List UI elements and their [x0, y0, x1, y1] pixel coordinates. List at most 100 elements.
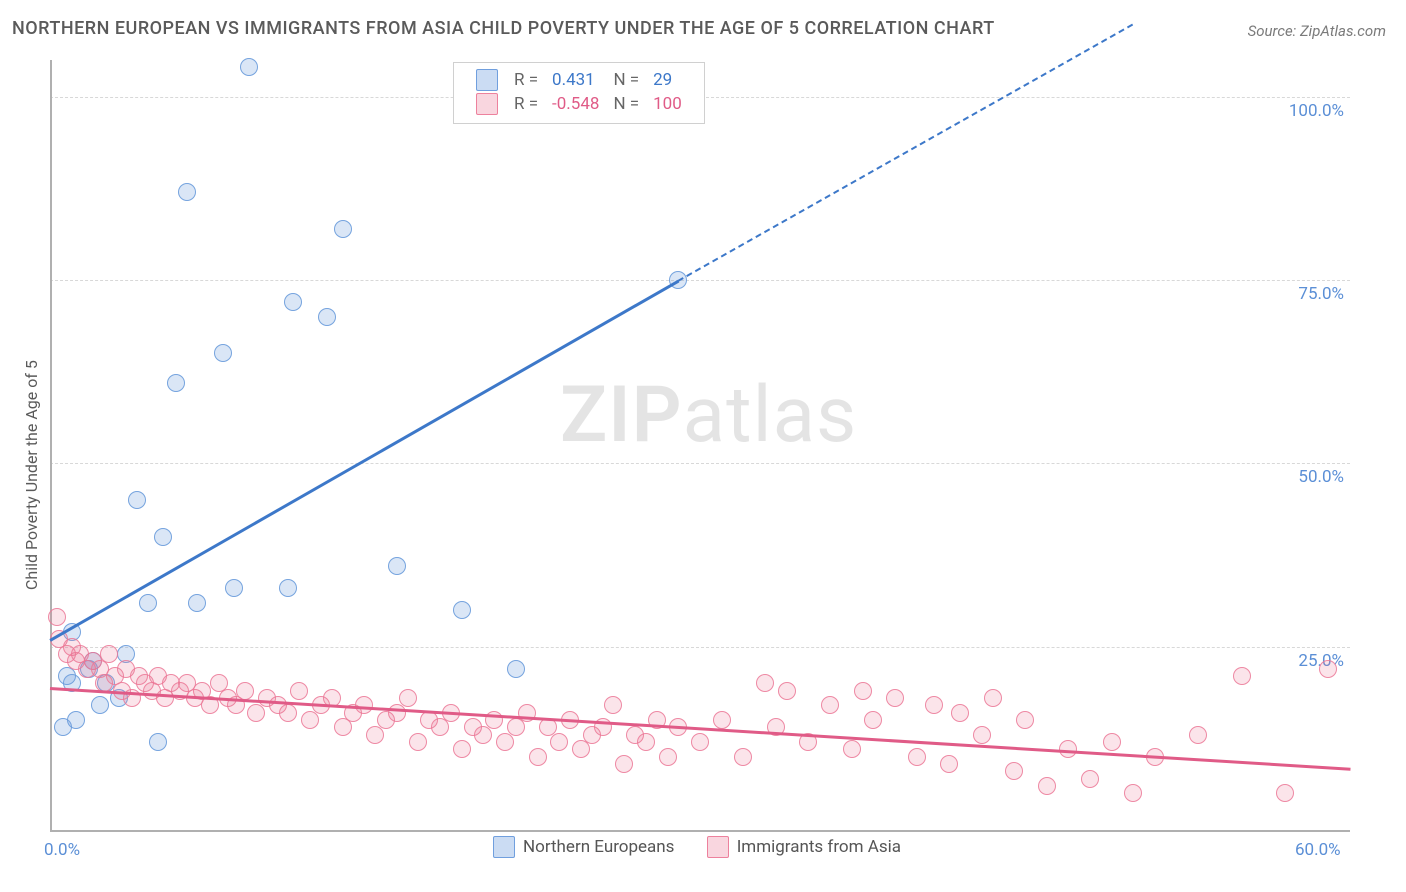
data-point [100, 645, 118, 663]
data-point [48, 608, 66, 626]
data-point [778, 682, 796, 700]
data-point [908, 748, 926, 766]
s2-r-value: -0.548 [546, 93, 605, 115]
data-point [973, 726, 991, 744]
data-point [1189, 726, 1207, 744]
data-point [240, 58, 258, 76]
data-point [247, 704, 265, 722]
data-point [334, 220, 352, 238]
data-point [154, 528, 172, 546]
data-point [550, 733, 568, 751]
data-point [334, 718, 352, 736]
data-point [1081, 770, 1099, 788]
data-point [984, 689, 1002, 707]
data-point [507, 718, 525, 736]
trend-line [50, 687, 1350, 770]
correlation-legend: R = 0.431 N = 29 R = -0.548 N = 100 [453, 62, 705, 124]
data-point [940, 755, 958, 773]
data-point [637, 733, 655, 751]
data-point [236, 682, 254, 700]
x-tick-label: 0.0% [44, 840, 80, 860]
data-point [951, 704, 969, 722]
grid-line [50, 647, 1350, 648]
data-point [529, 748, 547, 766]
data-point [604, 696, 622, 714]
data-point [279, 579, 297, 597]
data-point [431, 718, 449, 736]
data-point [691, 733, 709, 751]
swatch-s2-icon [707, 836, 729, 858]
data-point [474, 726, 492, 744]
data-point [225, 579, 243, 597]
scatter-plot: 25.0%50.0%75.0%100.0%0.0%60.0% [50, 60, 1350, 830]
data-point [318, 308, 336, 326]
data-point [925, 696, 943, 714]
data-point [188, 594, 206, 612]
data-point [756, 674, 774, 692]
data-point [864, 711, 882, 729]
s1-n-value: 29 [647, 69, 688, 91]
data-point [886, 689, 904, 707]
trend-line [49, 280, 679, 641]
s2-n-value: 100 [647, 93, 688, 115]
data-point [290, 682, 308, 700]
grid-line [50, 463, 1350, 464]
x-tick-label: 60.0% [1295, 840, 1341, 860]
data-point [496, 733, 514, 751]
legend-label-s2: Immigrants from Asia [737, 837, 901, 857]
data-point [734, 748, 752, 766]
data-point [128, 491, 146, 509]
data-point [615, 755, 633, 773]
legend-row-s2: R = -0.548 N = 100 [470, 93, 688, 115]
data-point [54, 718, 72, 736]
data-point [178, 183, 196, 201]
data-point [139, 594, 157, 612]
data-point [214, 344, 232, 362]
data-point [1103, 733, 1121, 751]
grid-line [50, 280, 1350, 281]
y-tick-label: 100.0% [1289, 101, 1344, 121]
data-point [388, 557, 406, 575]
data-point [821, 696, 839, 714]
s1-r-value: 0.431 [546, 69, 605, 91]
data-point [453, 740, 471, 758]
data-point [1233, 667, 1251, 685]
y-axis-label: Child Poverty Under the Age of 5 [22, 360, 41, 590]
chart-title: NORTHERN EUROPEAN VS IMMIGRANTS FROM ASI… [12, 18, 995, 39]
swatch-s1-icon [476, 69, 498, 91]
data-point [1016, 711, 1034, 729]
data-point [149, 733, 167, 751]
data-point [659, 748, 677, 766]
data-point [167, 374, 185, 392]
data-point [843, 740, 861, 758]
legend-item-s2: Immigrants from Asia [707, 836, 901, 858]
legend-label-s1: Northern Europeans [523, 837, 674, 857]
series-legend: Northern Europeans Immigrants from Asia [479, 836, 915, 863]
swatch-s2-icon [476, 93, 498, 115]
y-axis [50, 60, 52, 830]
legend-item-s1: Northern Europeans [493, 836, 674, 858]
data-point [91, 696, 109, 714]
data-point [279, 704, 297, 722]
data-point [1038, 777, 1056, 795]
data-point [366, 726, 384, 744]
data-point [284, 293, 302, 311]
data-point [572, 740, 590, 758]
y-tick-label: 50.0% [1298, 467, 1344, 487]
data-point [854, 682, 872, 700]
data-point [301, 711, 319, 729]
legend-row-s1: R = 0.431 N = 29 [470, 69, 688, 91]
data-point [409, 733, 427, 751]
x-axis [50, 830, 1350, 832]
trend-line-dash [678, 23, 1134, 281]
data-point [1319, 660, 1337, 678]
source-label: Source: ZipAtlas.com [1248, 22, 1386, 40]
data-point [399, 689, 417, 707]
data-point [388, 704, 406, 722]
data-point [1276, 784, 1294, 802]
data-point [507, 660, 525, 678]
swatch-s1-icon [493, 836, 515, 858]
data-point [453, 601, 471, 619]
data-point [1005, 762, 1023, 780]
data-point [1124, 784, 1142, 802]
